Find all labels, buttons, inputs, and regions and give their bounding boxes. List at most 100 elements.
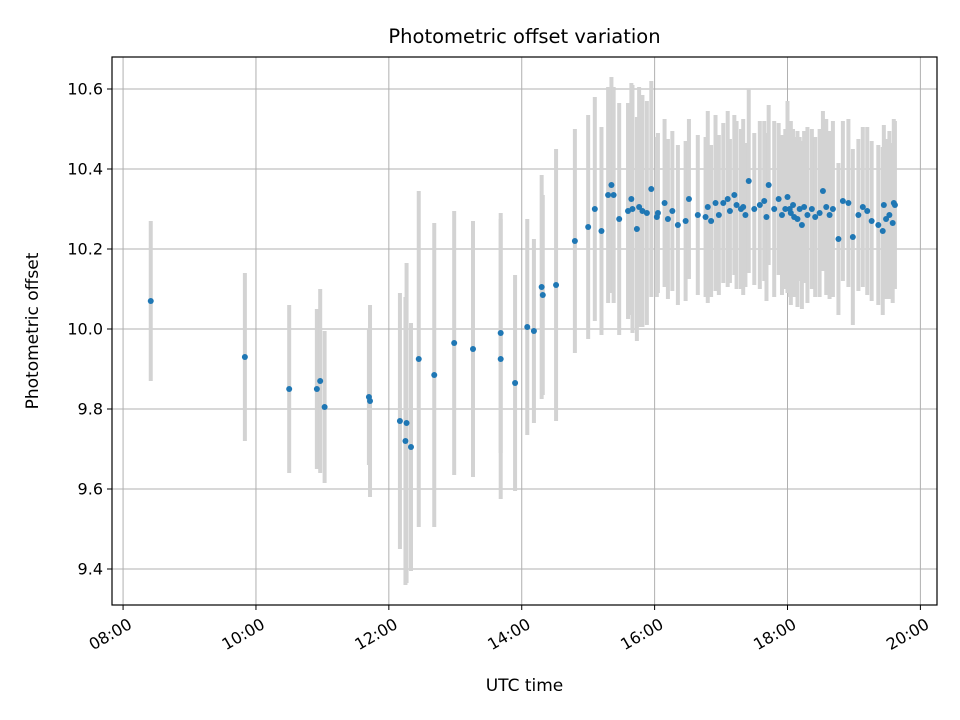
data-point [539, 292, 546, 298]
data-point [664, 216, 671, 222]
y-tick-label: 10.6 [67, 80, 103, 99]
data-point [715, 212, 722, 218]
data-point [616, 216, 623, 222]
data-point [740, 204, 747, 210]
data-point [313, 386, 320, 392]
data-point [839, 198, 846, 204]
data-point [636, 204, 643, 210]
data-point [720, 200, 727, 206]
data-point [826, 212, 833, 218]
data-point [702, 214, 709, 220]
y-axis-ticks: 9.4 9.6 9.8 10.0 10.2 10.4 10.6 [67, 80, 112, 579]
data-point [745, 178, 752, 184]
data-points [147, 178, 898, 450]
data-point [708, 218, 715, 224]
data-point [804, 212, 811, 218]
y-tick-label: 10.2 [67, 240, 103, 259]
x-axis-label: UTC time [486, 676, 564, 696]
data-point [891, 202, 898, 208]
data-point [778, 212, 785, 218]
data-point [524, 324, 531, 330]
data-point [835, 236, 842, 242]
data-point [756, 202, 763, 208]
data-point [763, 214, 770, 220]
data-point [497, 330, 504, 336]
data-point [801, 204, 808, 210]
data-point [742, 212, 749, 218]
y-tick-label: 10.0 [67, 320, 103, 339]
data-point [790, 202, 797, 208]
data-point [859, 204, 866, 210]
data-point [628, 196, 635, 202]
data-point [845, 200, 852, 206]
data-point [367, 398, 374, 404]
data-point [694, 212, 701, 218]
data-point [886, 212, 893, 218]
data-point [415, 356, 422, 362]
data-point [880, 202, 887, 208]
data-point [610, 192, 617, 198]
data-point [605, 192, 612, 198]
data-point [286, 386, 293, 392]
y-tick-label: 9.4 [78, 560, 103, 579]
data-point [530, 328, 537, 334]
data-point [553, 282, 560, 288]
data-point [396, 418, 403, 424]
data-point [765, 182, 772, 188]
data-point [775, 196, 782, 202]
chart-title: Photometric offset variation [388, 25, 660, 48]
data-point [629, 206, 636, 212]
data-point [661, 200, 668, 206]
data-point [403, 420, 410, 426]
data-point [829, 206, 836, 212]
data-point [787, 210, 794, 216]
data-point [317, 378, 324, 384]
data-point [782, 206, 789, 212]
data-point [816, 210, 823, 216]
data-point [321, 404, 328, 410]
data-point [751, 206, 758, 212]
data-point [823, 204, 830, 210]
y-tick-label: 10.4 [67, 160, 103, 179]
data-point [849, 234, 856, 240]
data-point [585, 224, 592, 230]
data-point [733, 202, 740, 208]
data-point [726, 208, 733, 214]
data-point [685, 196, 692, 202]
data-point [784, 194, 791, 200]
data-point [712, 200, 719, 206]
y-tick-label: 9.8 [78, 400, 103, 419]
data-point [407, 444, 414, 450]
data-point [812, 214, 819, 220]
data-point [864, 208, 871, 214]
data-point [674, 222, 681, 228]
data-point [147, 298, 154, 304]
data-point [669, 208, 676, 214]
data-point [798, 222, 805, 228]
data-point [855, 212, 862, 218]
data-point [470, 346, 477, 352]
data-point [402, 438, 409, 444]
data-point [868, 218, 875, 224]
y-tick-label: 9.6 [78, 480, 103, 499]
data-point [879, 228, 886, 234]
data-point [497, 356, 504, 362]
data-point [724, 196, 731, 202]
data-point [883, 216, 890, 222]
data-point [761, 198, 768, 204]
data-point [889, 220, 896, 226]
data-point [794, 216, 801, 222]
data-point [591, 206, 598, 212]
data-point [771, 206, 778, 212]
data-point [819, 188, 826, 194]
data-point [643, 210, 650, 216]
data-point [648, 186, 655, 192]
data-point [682, 218, 689, 224]
data-point [598, 228, 605, 234]
plot-frame [111, 56, 938, 606]
y-axis-label: Photometric offset [23, 252, 43, 409]
data-point [608, 182, 615, 188]
data-point [431, 372, 438, 378]
data-point [808, 206, 815, 212]
data-point [875, 222, 882, 228]
